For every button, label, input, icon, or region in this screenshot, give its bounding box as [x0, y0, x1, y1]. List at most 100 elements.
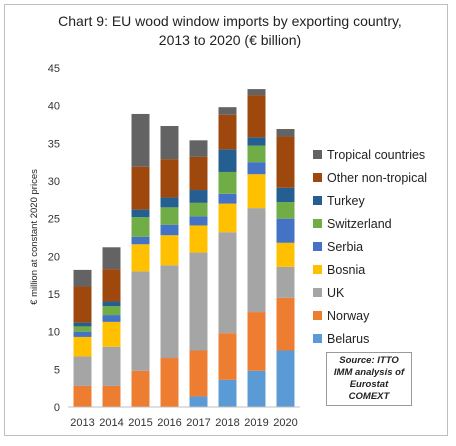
bar-segment: [247, 95, 266, 138]
bar-segment: [247, 162, 266, 175]
bar-segment: [218, 333, 237, 380]
chart-title: Chart 9: EU wood window imports by expor…: [30, 12, 430, 50]
bar-segment: [276, 218, 295, 243]
legend-label: Switzerland: [327, 217, 392, 231]
bar-segment: [218, 379, 237, 407]
bar-segment: [131, 166, 150, 210]
bar-segment: [276, 242, 295, 267]
legend-label: Turkey: [327, 194, 365, 208]
x-tick-label: 2016: [157, 417, 181, 429]
x-tick-label: 2013: [70, 417, 94, 429]
bar-segment: [276, 202, 295, 219]
bar-segment: [131, 217, 150, 237]
bar-segment: [218, 149, 237, 172]
bar-segment: [102, 315, 121, 322]
bar-segment: [247, 137, 266, 146]
bar-segment: [73, 356, 92, 386]
bar-segment: [160, 126, 179, 160]
y-tick-label: 15: [48, 289, 60, 301]
y-tick-label: 5: [54, 364, 60, 376]
bar-segment: [102, 346, 121, 386]
legend-swatch: [313, 242, 322, 251]
x-tick-label: 2020: [273, 417, 297, 429]
bar-segment: [102, 301, 121, 307]
x-tick-label: 2015: [128, 417, 152, 429]
bar-segment: [102, 269, 121, 302]
bar-segment: [276, 187, 295, 203]
y-tick-label: 10: [48, 327, 60, 339]
bar-segment: [189, 156, 208, 191]
bar-segment: [276, 297, 295, 351]
bar-segment: [73, 336, 92, 357]
bar-segment: [131, 236, 150, 245]
bar-segment: [73, 269, 92, 287]
bar-segment: [218, 232, 237, 334]
y-tick-label: 0: [54, 402, 60, 414]
bar-segment: [160, 358, 179, 407]
bar-segment: [102, 306, 121, 316]
bar-segment: [131, 244, 150, 272]
bar-segment: [131, 209, 150, 218]
bar-segment: [218, 114, 237, 150]
chart-title-line-1: Chart 9: EU wood window imports by expor…: [58, 13, 402, 29]
legend-label: Other non-tropical: [327, 171, 427, 185]
bar-segment: [160, 197, 179, 208]
bar-segment: [189, 252, 208, 351]
bar-segment: [102, 385, 121, 407]
bar-segment: [160, 159, 179, 198]
bar-segment: [247, 312, 266, 371]
bar-segment: [276, 136, 295, 188]
bar-segment: [276, 266, 295, 298]
x-axis: 2013 2014 2015 2016 2017 2018 2019 2020: [70, 417, 297, 429]
bar-segment: [189, 190, 208, 203]
bar-segment: [189, 140, 208, 157]
bar-segment: [73, 331, 92, 337]
legend-label: UK: [327, 286, 345, 300]
x-tick-label: 2017: [186, 417, 210, 429]
bar-segment: [247, 208, 266, 313]
bar-segment: [131, 271, 150, 371]
bar-segment: [73, 322, 92, 327]
bar-segment: [218, 193, 237, 204]
bar-segment: [276, 350, 295, 407]
legend-label: Tropical countries: [327, 148, 425, 162]
bar-segment: [160, 207, 179, 225]
legend-label: Bosnia: [327, 263, 365, 277]
bar-segment: [131, 370, 150, 407]
legend-swatch: [313, 288, 322, 297]
y-tick-label: 30: [48, 176, 60, 188]
legend-swatch: [313, 219, 322, 228]
legend-swatch: [313, 334, 322, 343]
legend-swatch: [313, 150, 322, 159]
bar-segment: [189, 202, 208, 217]
bar-segment: [247, 145, 266, 163]
source-note: Source: ITTO IMM analysis of Eurostat CO…: [326, 352, 412, 406]
x-tick-label: 2019: [244, 417, 268, 429]
y-tick-label: 35: [48, 138, 60, 150]
bar-segment: [189, 350, 208, 397]
legend-swatch: [313, 311, 322, 320]
bar-segment: [189, 216, 208, 226]
bar-segment: [218, 171, 237, 194]
bar-segment: [160, 235, 179, 266]
y-tick-label: 45: [48, 63, 60, 75]
bar-segment: [73, 286, 92, 323]
legend-label: Serbia: [327, 240, 363, 254]
x-tick-label: 2018: [215, 417, 239, 429]
bar-segment: [102, 247, 121, 270]
y-axis: 0 5 10 15 20 25 30 35 40 45: [48, 63, 60, 414]
bar-segment: [218, 203, 237, 233]
bar-segment: [73, 385, 92, 407]
bar-segment: [218, 107, 237, 115]
bar-segment: [73, 326, 92, 332]
legend-swatch: [313, 196, 322, 205]
y-tick-label: 25: [48, 214, 60, 226]
bar-segment: [189, 396, 208, 407]
bar-segment: [189, 225, 208, 253]
bar-segment: [247, 370, 266, 407]
bar-segment: [160, 265, 179, 359]
bar-segment: [102, 321, 121, 347]
bar-segment: [160, 224, 179, 236]
bar-segment: [276, 129, 295, 137]
